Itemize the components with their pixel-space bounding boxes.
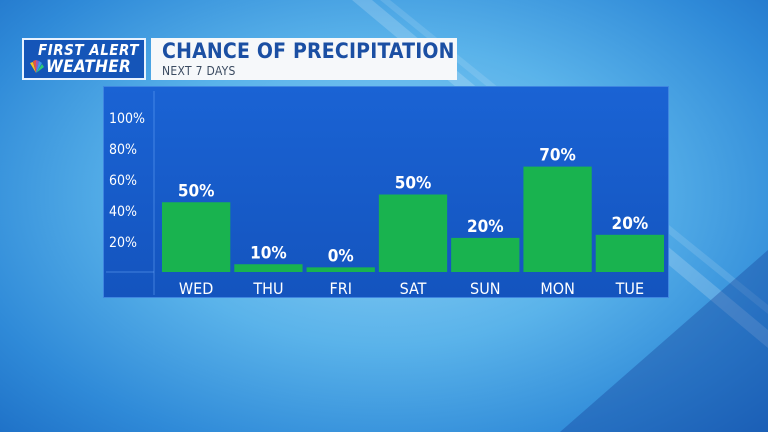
bar-wed xyxy=(162,202,231,272)
data-label: 50% xyxy=(395,174,432,194)
category-label: THU xyxy=(252,279,283,298)
y-tick-label: 60% xyxy=(109,173,137,189)
category-label: TUE xyxy=(615,279,644,298)
y-tick-label: 20% xyxy=(109,235,137,251)
chart-panel: 20% 40% 60% 80% 100% 50% WED 10% THU 0% FRI 50% SAT 2… xyxy=(103,86,669,298)
category-label: SUN xyxy=(470,279,500,298)
bar-fri xyxy=(306,267,375,272)
data-label: 50% xyxy=(178,181,215,201)
y-tick-label: 80% xyxy=(109,142,137,158)
title-banner: CHANCE OF PRECIPITATION NEXT 7 DAYS xyxy=(151,38,457,80)
y-tick-label: 40% xyxy=(109,204,137,220)
category-label: SAT xyxy=(400,279,427,298)
y-tick-label: 100% xyxy=(109,111,145,127)
data-label: 0% xyxy=(328,246,354,266)
data-label: 20% xyxy=(612,214,649,234)
bar-tue xyxy=(595,234,664,272)
bar-thu xyxy=(234,264,303,272)
page-subtitle: NEXT 7 DAYS xyxy=(162,64,236,78)
logo-line-2: WEATHER xyxy=(46,57,132,77)
data-label: 70% xyxy=(539,146,576,166)
peacock-icon xyxy=(30,60,44,73)
precipitation-chart: 20% 40% 60% 80% 100% 50% WED 10% THU 0% FRI 50% SAT 2… xyxy=(106,91,664,298)
data-label: 20% xyxy=(467,217,504,237)
category-label: WED xyxy=(179,279,213,298)
data-label: 10% xyxy=(250,243,287,263)
first-alert-weather-logo: FIRST ALERT WEATHER xyxy=(22,38,146,80)
category-label: FRI xyxy=(329,279,352,298)
bar-sun xyxy=(451,237,520,272)
logo-line-1: FIRST ALERT xyxy=(38,41,139,59)
category-label: MON xyxy=(540,279,575,298)
page-title: CHANCE OF PRECIPITATION xyxy=(162,39,455,63)
bar-sat xyxy=(378,194,448,272)
bar-mon xyxy=(523,166,592,272)
